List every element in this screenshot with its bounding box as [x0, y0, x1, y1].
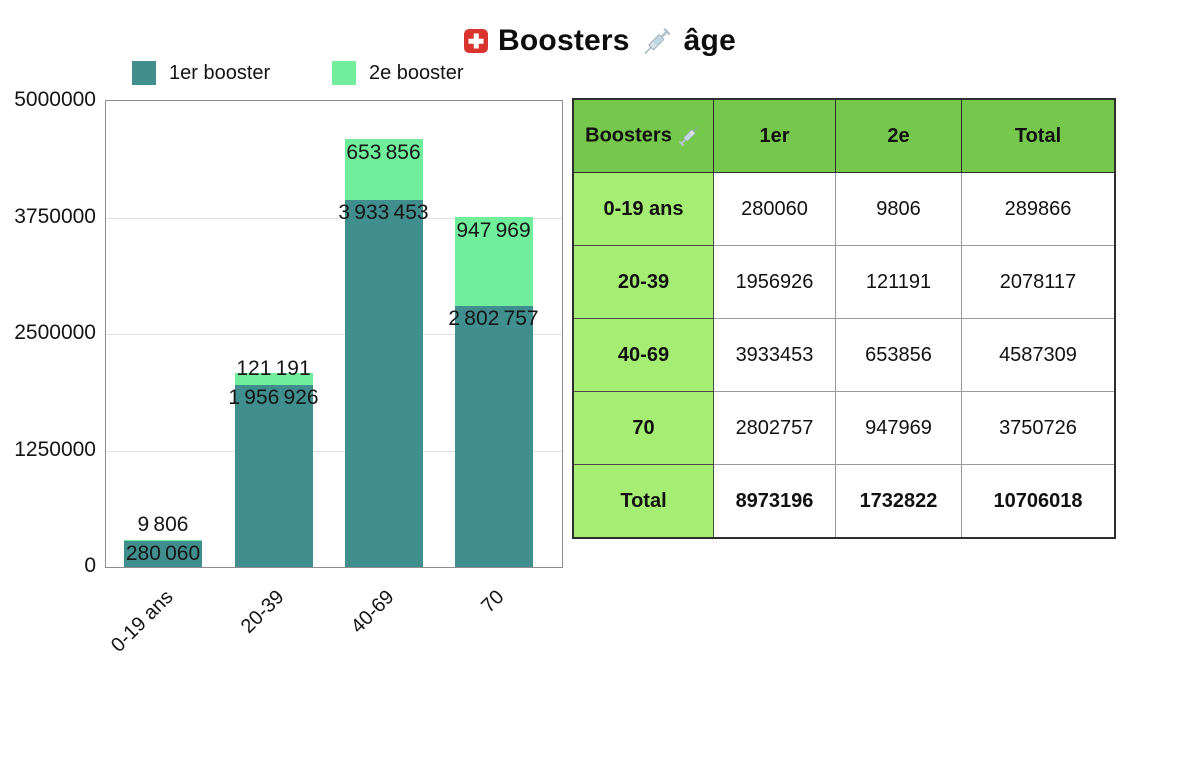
table-data-cell: 653856	[835, 318, 962, 392]
bar-value-label-2e: 9 806	[137, 512, 189, 536]
bar-value-label-1er: 2 802 757	[448, 306, 539, 330]
syringe-icon	[640, 24, 674, 58]
gridline	[106, 450, 562, 452]
table-header-cell: Boosters	[572, 98, 714, 173]
table-data-cell: 121191	[835, 245, 962, 319]
table-data-cell: 3933453	[713, 318, 836, 392]
bar-segment-2e-booster	[454, 217, 533, 306]
table-data-cell: 1732822	[835, 464, 962, 539]
bar-value-label-2e: 947 969	[456, 219, 531, 243]
y-axis-tick-label: 2500000	[14, 321, 96, 344]
table-header-label: Total	[1014, 124, 1062, 147]
legend-item-2e-booster: 2e booster	[332, 61, 464, 85]
y-axis-tick-label: 0	[84, 554, 96, 577]
bar-value-label-1er: 3 933 453	[338, 201, 429, 225]
x-axis-category-label: 70	[476, 586, 509, 618]
table-data-cell: 3750726	[961, 391, 1116, 465]
bar-segment-1er-booster	[234, 384, 313, 567]
title-word-age: âge	[683, 24, 736, 57]
legend-swatch-2e	[332, 61, 356, 85]
table-header-label: 2e	[887, 124, 910, 147]
y-axis-tick-label: 1250000	[14, 437, 96, 461]
legend-swatch-1er	[132, 61, 156, 85]
bar-segment-1er-booster	[454, 305, 533, 567]
table-row: Total 8973196 1732822 10706018	[572, 464, 1116, 539]
table-row-header-cell: 20-39	[572, 245, 714, 319]
data-table: Boosters 1er 2e Total 0-19 ans 280060 9806 289…	[572, 98, 1116, 539]
y-axis-tick-label: 5000000	[14, 88, 96, 111]
table-data-cell: 289866	[961, 172, 1116, 246]
y-axis-tick-label: 3750000	[14, 204, 96, 228]
table-data-cell: 9806	[835, 172, 962, 246]
bar-segment-2e-booster	[234, 373, 313, 385]
table-data-cell: 947969	[835, 391, 962, 465]
bar-segment-2e-booster	[124, 540, 202, 541]
table-data-cell: 280060	[713, 172, 836, 246]
x-axis-category-label: 20-39	[236, 586, 289, 638]
swiss-flag-icon	[464, 29, 489, 53]
legend-item-1er-booster: 1er booster	[132, 61, 270, 85]
page-root: Boosters âge 1er booster 2e booster 280 …	[0, 24, 1200, 657]
table-row-header-cell: 70	[572, 391, 714, 465]
x-axis-category-label: 40-69	[346, 586, 399, 638]
bar-segment-1er-booster	[124, 540, 202, 567]
plot-area: 280 060 9 806 1 956 926 121 191 3 933 453 653…	[105, 100, 563, 568]
table-row: 0-19 ans 280060 9806 289866	[572, 172, 1116, 246]
table-row-header-cell: Total	[572, 464, 714, 539]
table-header-row: Boosters 1er 2e Total	[572, 98, 1116, 173]
bar-value-label-2e: 653 856	[346, 141, 421, 165]
table-row-header-cell: 0-19 ans	[572, 172, 714, 246]
table-data-cell: 2802757	[713, 391, 836, 465]
table-data-cell: 8973196	[713, 464, 836, 539]
table-row: 40-69 3933453 653856 4587309	[572, 318, 1116, 392]
table-header-cell: 1er	[713, 98, 836, 173]
bar-value-label-2e: 121 191	[236, 356, 311, 380]
bar-value-label-1er: 1 956 926	[228, 385, 319, 409]
x-axis-category-label: 0-19 ans	[106, 586, 178, 657]
gridline	[106, 334, 562, 335]
table-row: 70 2802757 947969 3750726	[572, 391, 1116, 465]
table-header-label: 1er	[759, 124, 790, 147]
table-data-cell: 2078117	[961, 245, 1116, 319]
title-word-boosters: Boosters	[498, 24, 630, 57]
table-row-header-cell: 40-69	[572, 318, 714, 392]
chart-title: Boosters âge	[0, 24, 1200, 58]
bar-value-label-1er: 280 060	[125, 541, 201, 565]
legend-label-2e: 2e booster	[369, 61, 464, 84]
table-row: 20-39 1956926 121191 2078117	[572, 245, 1116, 319]
table-header-cell: Total	[961, 98, 1116, 173]
table-data-cell: 10706018	[961, 464, 1116, 539]
bar-segment-1er-booster	[344, 200, 423, 567]
bar-segment-2e-booster	[344, 139, 423, 201]
table-header-cell: 2e	[835, 98, 962, 173]
syringe-icon	[676, 123, 702, 149]
table-data-cell: 1956926	[713, 245, 836, 319]
legend-label-1er: 1er booster	[169, 61, 271, 84]
table-data-cell: 4587309	[961, 318, 1116, 392]
table-header-label: Boosters	[585, 124, 672, 147]
gridline	[106, 217, 562, 219]
